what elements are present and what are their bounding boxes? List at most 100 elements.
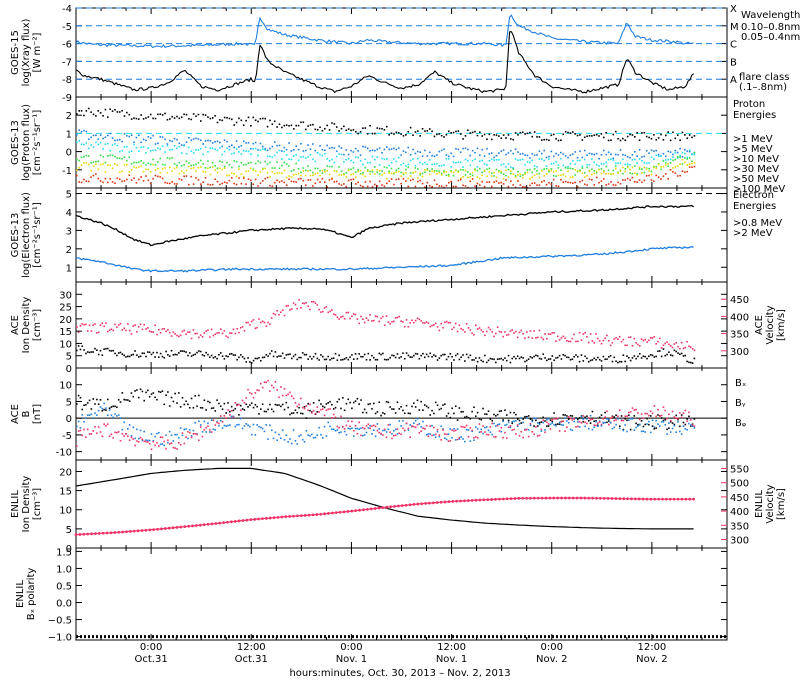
- data-point: [81, 408, 84, 411]
- data-point: [207, 167, 209, 170]
- flare-class-label: A: [730, 75, 737, 86]
- panel-frame: [75, 547, 728, 641]
- data-point: [469, 418, 472, 420]
- data-point: [536, 184, 538, 186]
- data-point: [431, 168, 433, 170]
- data-point: [507, 185, 510, 188]
- data-point: [558, 430, 561, 432]
- data-point: [459, 177, 462, 179]
- data-point: [211, 161, 214, 164]
- data-point: [522, 357, 524, 359]
- data-point: [174, 433, 176, 436]
- data-point: [226, 147, 228, 150]
- data-point: [390, 178, 393, 180]
- data-point: [369, 359, 371, 361]
- data-point: [562, 153, 565, 155]
- data-point: [653, 165, 655, 168]
- data-point: [320, 403, 322, 405]
- data-point: [493, 156, 495, 159]
- data-point: [651, 337, 654, 339]
- data-point: [326, 158, 328, 160]
- data-point: [357, 156, 359, 159]
- data-point: [655, 149, 658, 152]
- data-point: [221, 161, 224, 163]
- y-tick-label: 30: [59, 290, 72, 301]
- data-point: [638, 149, 641, 151]
- data-point: [109, 164, 111, 167]
- data-point: [426, 169, 429, 172]
- data-point: [219, 160, 221, 162]
- data-point: [238, 117, 240, 120]
- data-point: [358, 428, 360, 430]
- data-point: [298, 298, 300, 301]
- data-point: [476, 411, 479, 414]
- data-point: [680, 433, 683, 435]
- data-point: [116, 157, 119, 159]
- data-point: [419, 151, 421, 154]
- data-point: [552, 133, 555, 136]
- data-point: [130, 354, 133, 356]
- y-tick-label: 0: [66, 544, 72, 555]
- data-point: [278, 123, 281, 126]
- data-point: [359, 172, 362, 175]
- data-point: [349, 401, 351, 404]
- data-point: [635, 426, 637, 429]
- data-point: [242, 140, 245, 143]
- data-point: [312, 300, 315, 303]
- data-point: [436, 173, 438, 175]
- data-point: [247, 178, 250, 180]
- data-point: [269, 147, 271, 150]
- data-point: [572, 153, 574, 156]
- data-point: [297, 159, 300, 162]
- data-point: [691, 362, 694, 364]
- data-point: [247, 357, 249, 359]
- data-point: [533, 330, 535, 332]
- data-point: [159, 136, 162, 138]
- data-point: [414, 419, 417, 422]
- data-point: [118, 178, 121, 180]
- data-point: [369, 149, 371, 152]
- data-point: [386, 182, 388, 185]
- data-point: [331, 428, 333, 430]
- data-point: [178, 117, 181, 120]
- data-point: [605, 165, 607, 168]
- data-point: [464, 360, 466, 362]
- data-point: [119, 417, 122, 419]
- data-point: [263, 356, 266, 359]
- data-point: [413, 425, 415, 428]
- data-point: [199, 350, 202, 353]
- data-point: [264, 167, 266, 170]
- data-point: [216, 149, 219, 152]
- data-point: [383, 412, 386, 415]
- data-point: [409, 175, 412, 177]
- data-point: [651, 419, 654, 422]
- data-point: [102, 137, 104, 140]
- data-point: [386, 125, 388, 128]
- data-point: [684, 423, 687, 426]
- data-point: [347, 168, 350, 171]
- data-point: [340, 174, 343, 176]
- data-point: [167, 441, 169, 444]
- data-point: [121, 392, 124, 394]
- legend-entry: 0.05–0.4nm: [741, 32, 800, 43]
- data-point: [114, 352, 116, 355]
- data-point: [467, 356, 470, 359]
- data-point: [502, 134, 505, 136]
- data-point: [491, 433, 493, 436]
- data-point: [465, 415, 468, 418]
- data-point: [684, 346, 687, 349]
- data-point: [642, 425, 645, 428]
- data-point: [271, 167, 274, 169]
- data-point: [402, 321, 404, 323]
- data-point: [207, 116, 209, 118]
- data-point: [657, 340, 659, 343]
- data-point: [141, 439, 144, 442]
- data-point: [684, 409, 687, 412]
- data-point: [116, 139, 119, 141]
- data-point: [618, 409, 621, 411]
- data-point: [684, 148, 686, 151]
- data-point: [543, 159, 545, 162]
- data-point: [211, 142, 214, 144]
- data-point: [388, 148, 390, 151]
